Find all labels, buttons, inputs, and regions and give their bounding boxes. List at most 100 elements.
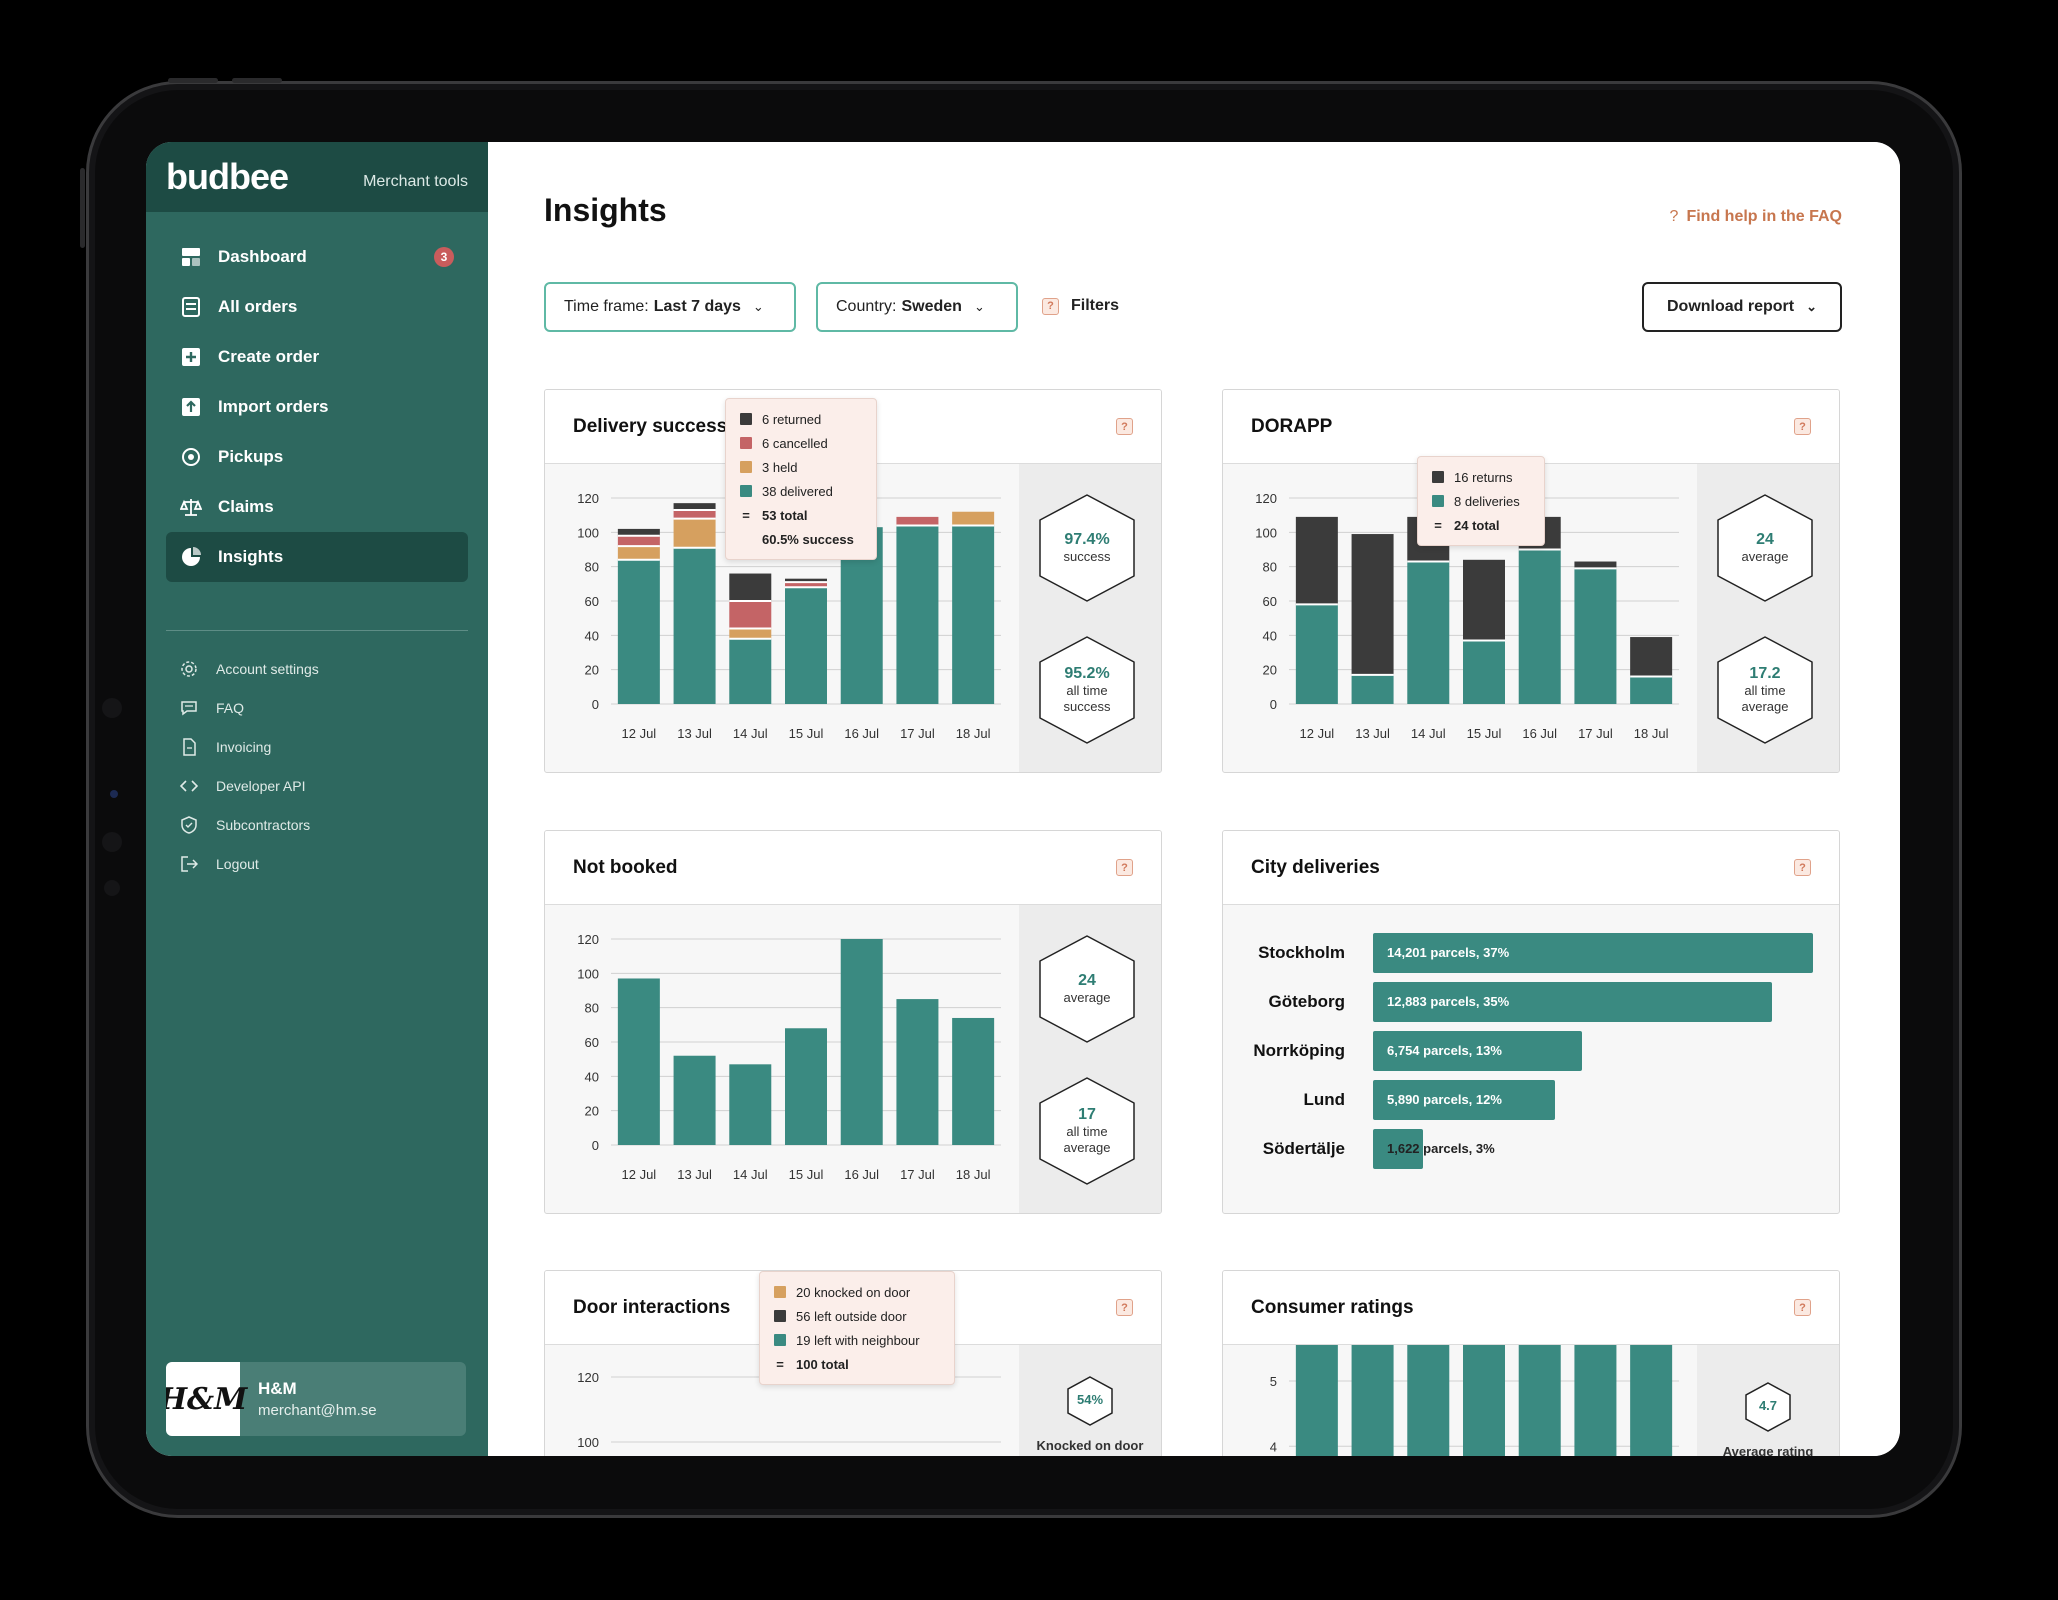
help-icon[interactable]: ? [1116,418,1133,435]
card-title: City deliveries [1251,856,1380,878]
bar-returned[interactable] [729,573,772,601]
x-tick-label: 13 Jul [677,1167,712,1182]
bar-returns[interactable] [1463,559,1505,641]
camera-lens [110,790,118,798]
bar-returns[interactable] [1630,637,1673,677]
bar-rating[interactable] [1518,1271,1561,1456]
bar-not-booked[interactable] [896,999,939,1145]
bar-held[interactable] [952,511,995,526]
bar-held[interactable] [673,518,716,548]
bar-not-booked[interactable] [840,939,883,1145]
bar-held[interactable] [729,628,772,639]
bar-deliveries[interactable] [1351,674,1394,704]
bar-deliveries[interactable] [1630,676,1673,704]
sidebar-item-insights[interactable]: Insights [166,532,468,582]
sidebar-item-claims[interactable]: Claims [166,482,468,532]
timeframe-select[interactable]: Time frame: Last 7 days ⌄ [544,282,796,332]
bar-delivered[interactable] [785,587,827,704]
bar-cancelled[interactable] [896,516,939,526]
bar-cancelled[interactable] [673,510,716,519]
help-icon[interactable]: ? [1794,418,1811,435]
merchant-logo: H&M [166,1362,247,1436]
city-bar[interactable] [1373,1080,1556,1120]
tooltip-line: 3 held [762,459,798,475]
sidebar-item-all-orders[interactable]: All orders [166,282,468,332]
bar-returned[interactable] [673,503,716,511]
bar-cancelled[interactable] [785,582,827,588]
bar-not-booked[interactable] [785,1028,827,1145]
stat-label: all time average [1741,682,1789,714]
sidebar-link-subcontractors[interactable]: Subcontractors [166,805,468,844]
help-icon[interactable]: ? [1116,1299,1133,1316]
bar-cancelled[interactable] [729,601,772,629]
download-report-button[interactable]: Download report ⌄ [1642,282,1842,332]
bar-not-booked[interactable] [729,1064,772,1145]
bar-rating[interactable] [1574,1271,1617,1456]
merchant-account[interactable]: H&M H&M merchant@hm.se [166,1362,466,1436]
tooltip-line: 20 knocked on door [796,1284,911,1300]
sidebar-link-invoicing[interactable]: Invoicing [166,727,468,766]
bar-not-booked[interactable] [673,1055,716,1145]
bar-deliveries[interactable] [1518,549,1561,705]
bar-returns[interactable] [1295,516,1338,605]
page-title: Insights [544,192,667,228]
bar-deliveries[interactable] [1463,640,1505,704]
bar-delivered[interactable] [729,638,772,704]
sidebar-item-dashboard[interactable]: Dashboard 3 [166,232,468,282]
bar-returned[interactable] [617,528,660,536]
city-bar[interactable] [1373,933,1813,973]
merchant-email: merchant@hm.se [258,1402,377,1419]
sidebar-link-logout[interactable]: Logout [166,844,468,883]
budbee-logo[interactable]: budbee [166,156,289,197]
stat-hexagon: 4.7 Average rating [1697,1381,1839,1456]
y-tick-label: 120 [1255,491,1277,506]
x-tick-label: 16 Jul [1522,726,1557,741]
sidebar-item-pickups[interactable]: Pickups [166,432,468,482]
country-select[interactable]: Country: Sweden ⌄ [816,282,1018,332]
sidebar-link-developer-api[interactable]: Developer API [166,766,468,805]
bar-returns[interactable] [1574,561,1617,569]
city-bar[interactable] [1373,1129,1424,1169]
bar-rating[interactable] [1351,1271,1394,1456]
bar-deliveries[interactable] [1574,568,1617,704]
city-row: Stockholm 14,201 parcels, 37% [1223,933,1839,973]
bar-returned[interactable] [785,578,827,583]
sidebar-link-label: Developer API [216,777,306,794]
bar-deliveries[interactable] [1407,561,1450,704]
power-button [80,168,85,248]
bar-rating[interactable] [1463,1271,1505,1456]
filters-button[interactable]: ? Filters [1042,297,1119,315]
bar-delivered[interactable] [617,559,660,704]
y-tick-label: 5 [1270,1374,1277,1389]
bar-held[interactable] [617,546,660,560]
bar-rating[interactable] [1295,1271,1338,1456]
pickup-icon [180,446,202,468]
bar-not-booked[interactable] [952,1017,995,1145]
bar-deliveries[interactable] [1295,604,1338,704]
x-tick-label: 17 Jul [1578,726,1613,741]
city-bar[interactable] [1373,982,1773,1022]
help-icon[interactable]: ? [1794,859,1811,876]
bar-delivered[interactable] [896,525,939,704]
chevron-down-icon: ⌄ [752,299,764,314]
filters-label: Filters [1071,297,1120,314]
city-bar[interactable] [1373,1031,1583,1071]
bar-returns[interactable] [1351,534,1394,675]
faq-link[interactable]: ? Find help in the FAQ [1670,208,1842,226]
bar-rating[interactable] [1407,1271,1450,1456]
bar-cancelled[interactable] [617,535,660,547]
legend-swatch [774,1310,786,1322]
bar-not-booked[interactable] [617,978,660,1145]
bar-delivered[interactable] [952,525,995,704]
sidebar-link-account-settings[interactable]: Account settings [166,649,468,688]
sidebar-item-import-orders[interactable]: Import orders [166,382,468,432]
sidebar-link-faq[interactable]: FAQ [166,688,468,727]
bar-delivered[interactable] [673,547,716,704]
help-icon[interactable]: ? [1794,1299,1811,1316]
timeframe-value: Last 7 days [653,298,741,315]
sidebar-item-create-order[interactable]: Create order [166,332,468,382]
bar-rating[interactable] [1630,1271,1673,1456]
y-tick-label: 20 [1263,663,1277,678]
help-icon[interactable]: ? [1116,859,1133,876]
plus-icon [180,346,202,368]
